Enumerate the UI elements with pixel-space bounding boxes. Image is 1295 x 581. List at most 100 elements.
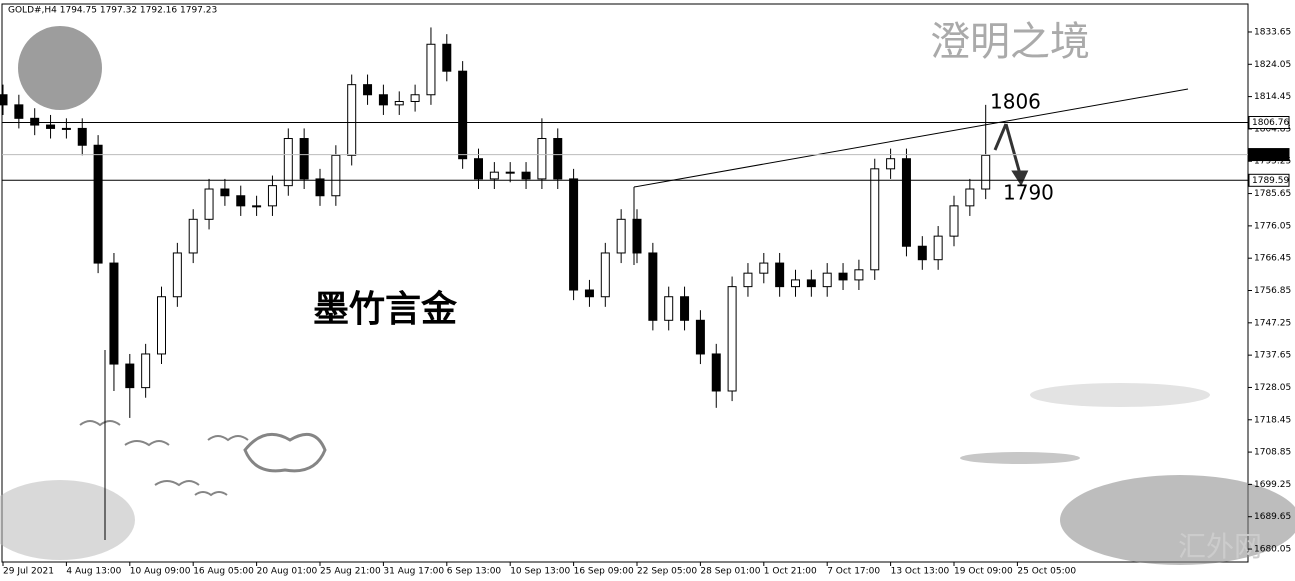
- annotation: 1790: [1003, 181, 1054, 205]
- candle-body: [838, 272, 848, 281]
- candle-body: [981, 154, 991, 190]
- candle-body: [870, 168, 880, 271]
- y-tick-label: 1737.65: [1254, 351, 1291, 361]
- price-level-box: [1248, 148, 1290, 162]
- candle-body: [220, 188, 230, 197]
- candle-body: [901, 158, 911, 247]
- y-tick-label: 1814.45: [1254, 92, 1291, 102]
- plot-frame: [1, 3, 1249, 563]
- candle-body: [394, 100, 404, 106]
- candle-body: [711, 353, 721, 392]
- y-tick-label: 1708.85: [1254, 448, 1291, 458]
- x-tick-label: 16 Aug 05:00: [193, 567, 254, 577]
- candle-body: [553, 138, 563, 180]
- candle-body: [30, 117, 40, 126]
- y-tick-label: 1804.85: [1254, 124, 1291, 134]
- candle-body: [917, 245, 927, 261]
- candle-body: [886, 158, 896, 170]
- candle-body: [347, 84, 357, 156]
- candle-body: [315, 178, 325, 197]
- x-tick-label: 25 Aug 21:00: [320, 567, 381, 577]
- x-tick-label: 29 Jul 2021: [3, 567, 54, 577]
- candle-body: [854, 269, 864, 281]
- y-tick-label: 1833.65: [1254, 27, 1291, 37]
- candle-body: [299, 138, 309, 180]
- candle-body: [949, 205, 959, 237]
- author-text: 墨竹言金: [313, 288, 458, 330]
- candle-body: [489, 171, 499, 180]
- candle-body: [267, 185, 277, 207]
- x-tick-label: 25 Oct 05:00: [1017, 567, 1076, 577]
- y-tick-label: 1728.05: [1254, 383, 1291, 393]
- y-tick-label: 1718.45: [1254, 415, 1291, 425]
- candle-body: [664, 296, 674, 321]
- candle-body: [616, 218, 626, 254]
- price-level-box: [1248, 173, 1290, 187]
- candle-body: [283, 138, 293, 187]
- candle-body: [965, 188, 975, 207]
- x-tick-label: 22 Sep 05:00: [637, 567, 697, 577]
- candle-body: [157, 296, 166, 355]
- y-tick-label: 1699.25: [1254, 480, 1291, 490]
- candle-body: [442, 43, 452, 72]
- candle-body: [14, 104, 24, 119]
- candle-body: [505, 171, 515, 174]
- x-tick-label: 20 Aug 01:00: [257, 567, 318, 577]
- candle-body: [378, 94, 388, 106]
- candle-body: [61, 127, 71, 130]
- candle-body: [632, 218, 642, 254]
- candle-body: [822, 272, 832, 288]
- x-tick-label: 13 Oct 13:00: [891, 567, 950, 577]
- candle-body: [648, 252, 658, 321]
- x-tick-label: 7 Oct 17:00: [827, 567, 880, 577]
- chart-title: GOLD#,H4 1794.75 1797.32 1792.16 1797.23: [8, 6, 217, 16]
- candle-body: [695, 319, 705, 355]
- candle-body: [252, 205, 262, 208]
- candle-body: [46, 124, 56, 129]
- candle-body: [600, 252, 610, 298]
- candle-body: [331, 154, 341, 197]
- watermark: 汇外网: [1178, 530, 1262, 563]
- y-tick-label: 1680.05: [1254, 545, 1291, 555]
- y-tick-label: 1756.85: [1254, 286, 1291, 296]
- y-tick-label: 1795.25: [1254, 157, 1291, 167]
- candle-body: [521, 171, 531, 180]
- y-tick-label: 1766.45: [1254, 254, 1291, 264]
- x-tick-label: 10 Sep 13:00: [510, 567, 570, 577]
- x-tick-label: 1 Oct 21:00: [764, 567, 817, 577]
- candle-body: [474, 158, 483, 180]
- candle-body: [775, 262, 785, 288]
- x-tick-label: 4 Aug 13:00: [66, 567, 121, 577]
- candle-body: [141, 353, 151, 389]
- candle-body: [426, 43, 436, 96]
- y-tick-label: 1776.05: [1254, 221, 1291, 231]
- price-level-label: 1806.76: [1252, 118, 1289, 128]
- annotation: 1806: [990, 90, 1041, 114]
- x-tick-label: 31 Aug 17:00: [383, 567, 444, 577]
- candle-body: [458, 70, 468, 160]
- brand-text: 澄明之境: [930, 19, 1090, 65]
- candle-body: [569, 178, 579, 291]
- price-level-label: 1789.59: [1252, 176, 1289, 186]
- candle-body: [933, 235, 943, 261]
- arrows: [993, 123, 1029, 187]
- candle-body: [410, 94, 420, 102]
- candle-body: [109, 262, 119, 365]
- x-tick-label: 16 Sep 09:00: [574, 567, 634, 577]
- y-tick-label: 1824.05: [1254, 60, 1291, 70]
- x-tick-label: 10 Aug 09:00: [130, 567, 191, 577]
- candle-body: [584, 289, 594, 298]
- candle-body: [759, 262, 769, 274]
- price-level-box: [1248, 115, 1290, 129]
- price-level-label: 1797.23: [1252, 150, 1289, 160]
- x-tick-label: 28 Sep 01:00: [700, 567, 760, 577]
- candle-body: [236, 195, 246, 207]
- candle-body: [363, 84, 373, 96]
- y-tick-label: 1689.65: [1254, 512, 1291, 522]
- candle-body: [680, 296, 690, 321]
- x-tick-label: 6 Sep 13:00: [447, 567, 502, 577]
- candle-body: [537, 138, 547, 180]
- candle-body: [791, 279, 800, 288]
- candle-body: [125, 363, 135, 389]
